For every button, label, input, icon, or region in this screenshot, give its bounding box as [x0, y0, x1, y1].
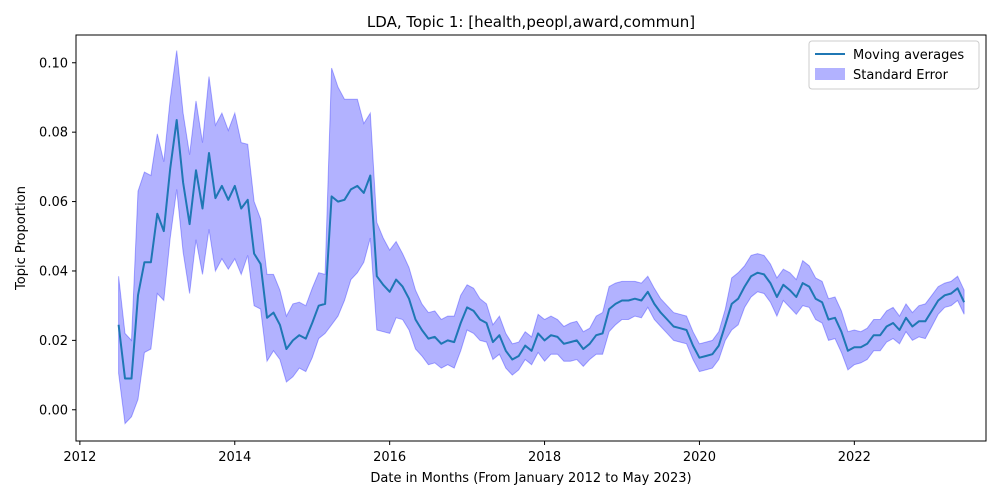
- y-tick-label: 0.04: [39, 264, 68, 279]
- moving-averages-line: [117, 119, 966, 380]
- x-tick-label: 2016: [373, 450, 406, 465]
- x-tick-label: 2022: [838, 450, 871, 465]
- y-tick-label: 0.06: [39, 195, 68, 210]
- y-axis: 0.00 0.02 0.04 0.06 0.08 0.10: [39, 56, 76, 418]
- x-axis: 2012 2014 2016 2018 2020 2022: [63, 441, 871, 465]
- legend-band-swatch: [815, 68, 845, 80]
- x-tick-label: 2020: [683, 450, 716, 465]
- x-tick-label: 2018: [528, 450, 561, 465]
- y-tick-label: 0.02: [39, 334, 68, 349]
- y-tick-label: 0.10: [39, 56, 68, 71]
- legend-box: [808, 40, 980, 90]
- plot-frame: [75, 34, 987, 442]
- x-tick-label: 2014: [218, 450, 251, 465]
- legend: Moving averages Standard Error: [808, 40, 980, 90]
- y-axis-title: Topic Proportion: [14, 186, 29, 291]
- plot-area: [117, 50, 966, 425]
- y-tick-label: 0.00: [39, 403, 68, 418]
- legend-label-moving-averages: Moving averages: [853, 48, 964, 63]
- x-tick-label: 2012: [63, 450, 96, 465]
- standard-error-band: [118, 50, 965, 425]
- y-tick-label: 0.08: [39, 126, 68, 141]
- chart-title: LDA, Topic 1: [health,peopl,award,commun…: [367, 13, 695, 31]
- legend-label-standard-error: Standard Error: [853, 68, 949, 83]
- x-axis-title: Date in Months (From January 2012 to May…: [370, 471, 691, 486]
